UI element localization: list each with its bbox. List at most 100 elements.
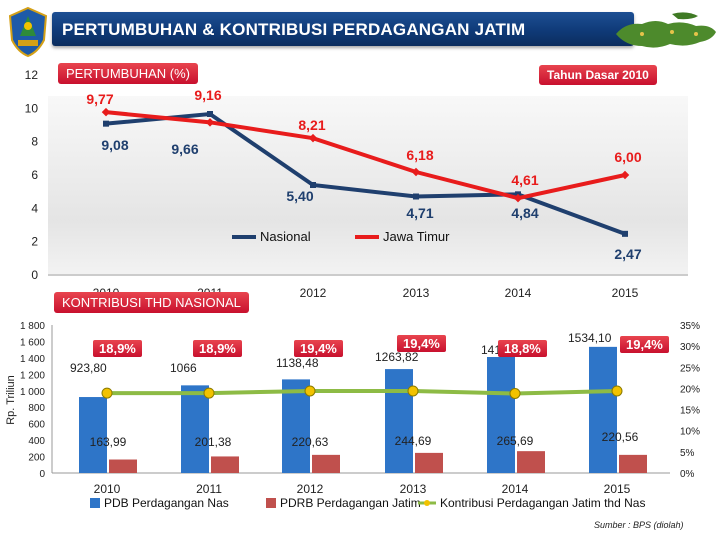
growth-chart-title: PERTUMBUHAN (%): [58, 63, 198, 84]
bar-value-label: 1534,10: [568, 331, 612, 345]
y-tick-label: 800: [28, 403, 45, 414]
x-tick-label: 2013: [403, 286, 430, 300]
bar-pdrb-jatim: [415, 452, 443, 473]
y-tick-label: 200: [28, 453, 45, 464]
bar-pdrb-jatim: [619, 454, 647, 473]
bar-pdb-nas: [487, 356, 515, 473]
x-tick-label: 2015: [604, 482, 631, 496]
bar-value-label: 1138,48: [276, 356, 319, 370]
x-tick-label: 2012: [297, 482, 324, 496]
data-point: [622, 230, 628, 237]
data-label: 4,71: [406, 205, 433, 221]
legend-label: PDRB Perdagangan Jatim: [280, 496, 421, 510]
data-label: 4,84: [511, 205, 538, 221]
x-tick-label: 2014: [502, 482, 529, 496]
data-label: 2,47: [614, 246, 641, 262]
y2-tick-label: 15%: [680, 406, 700, 417]
contribution-percent-badge: 19,4%: [294, 340, 343, 357]
y-tick-label: 400: [28, 436, 45, 447]
y-tick-label: 1 600: [20, 337, 45, 348]
bar-pdb-nas: [181, 385, 209, 473]
data-label: 9,16: [194, 87, 221, 103]
y-tick-label: 8: [31, 135, 38, 149]
bar-pdb-nas: [385, 369, 413, 473]
legend-swatch: [266, 498, 276, 508]
y2-tick-label: 10%: [680, 427, 700, 438]
data-label: 5,40: [286, 188, 313, 204]
bar-value-label: 220,56: [602, 430, 639, 444]
header: PERTUMBUHAN & KONTRIBUSI PERDAGANGAN JAT…: [0, 0, 720, 62]
x-tick-label: 2015: [612, 286, 639, 300]
source-note: Sumber : BPS (diolah): [594, 520, 684, 530]
bar-value-label: 244,69: [395, 434, 432, 448]
bar-pdb-nas: [589, 346, 617, 473]
x-tick-label: 2013: [400, 482, 427, 496]
data-label: 9,08: [101, 137, 128, 153]
data-label: 6,18: [406, 147, 433, 163]
x-tick-label: 2011: [196, 482, 222, 496]
bar-value-label: 220,63: [292, 435, 329, 449]
data-point: [207, 111, 213, 117]
bar-value-label: 923,80: [70, 361, 107, 375]
data-point: [308, 133, 318, 143]
title-bar: [52, 12, 634, 46]
data-label: 9,66: [171, 141, 198, 157]
page-title: PERTUMBUHAN & KONTRIBUSI PERDAGANGAN JAT…: [62, 20, 526, 39]
data-label: 6,00: [614, 149, 641, 165]
y-tick-label: 1 200: [20, 370, 45, 381]
data-point: [205, 118, 215, 127]
y-tick-label: 10: [25, 101, 39, 115]
data-point: [103, 120, 109, 127]
data-point: [620, 170, 630, 180]
contribution-percent-badge: 18,8%: [498, 340, 547, 357]
bar-value-label: 201,38: [195, 435, 232, 449]
data-point: [411, 167, 421, 177]
contribution-percent-badge: 19,4%: [620, 336, 669, 353]
bar-pdrb-jatim: [312, 454, 340, 473]
bar-value-label: 265,69: [497, 434, 534, 448]
bar-value-label: 163,99: [90, 435, 127, 449]
y-tick-label: 6: [31, 168, 38, 182]
y2-tick-label: 5%: [680, 448, 695, 459]
y2-tick-label: 35%: [680, 321, 700, 332]
data-point: [310, 182, 316, 188]
legend-marker: [424, 500, 430, 506]
x-tick-label: 2012: [300, 286, 327, 300]
data-label: 9,77: [86, 91, 113, 107]
data-point: [203, 387, 215, 399]
bar-pdrb-jatim: [517, 451, 545, 473]
y-tick-label: 600: [28, 420, 45, 431]
x-tick-label: 2014: [505, 286, 532, 300]
y-tick-label: 4: [31, 201, 38, 215]
y-tick-label: 1 000: [20, 387, 45, 398]
series-line-jatim: [105, 110, 626, 201]
data-point: [304, 385, 316, 397]
data-point: [101, 387, 113, 399]
contribution-bar-chart: 0 200 400 600 800 1 000 1 200 1 400 1 600 1 800 0%…: [5, 321, 700, 510]
contribution-percent-badge: 18,9%: [93, 340, 142, 357]
data-label: 8,21: [298, 117, 325, 133]
base-year-badge: Tahun Dasar 2010: [539, 65, 657, 85]
data-point: [101, 107, 111, 117]
y-tick-label: 1 800: [20, 321, 45, 332]
series-line-contribution: [107, 388, 618, 396]
y2-tick-label: 20%: [680, 384, 700, 395]
data-point: [611, 385, 623, 397]
x-tick-label: 2010: [94, 482, 121, 496]
legend-label: PDB Perdagangan Nas: [104, 496, 229, 510]
y-axis-title: Rp. Triliun: [5, 375, 17, 425]
legend-swatch: [90, 498, 100, 508]
legend-label: Nasional: [260, 229, 311, 244]
y2-tick-label: 0%: [680, 469, 695, 480]
bar-pdrb-jatim: [109, 459, 137, 473]
bar-value-label: 1263,82: [375, 350, 419, 364]
y-tick-label: 0: [39, 469, 45, 480]
data-point: [509, 388, 521, 400]
data-point: [407, 385, 419, 397]
bar-pdrb-jatim: [211, 456, 239, 473]
y-tick-label: 0: [31, 268, 38, 282]
growth-line-chart: 0246810122010201120122013201420159,089,6…: [25, 68, 688, 300]
y-tick-label: 1 400: [20, 354, 45, 365]
bar-pdb-nas: [282, 379, 310, 473]
data-label: 4,61: [511, 172, 538, 188]
